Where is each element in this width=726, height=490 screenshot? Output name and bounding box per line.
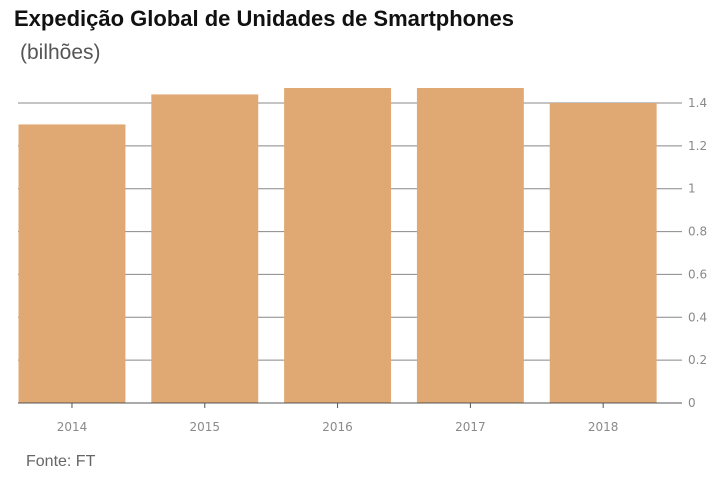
y-tick-label: 0 [688,396,696,410]
bar-2015 [151,94,259,403]
x-tick-label: 2014 [57,420,88,434]
bar-2014 [18,124,126,403]
x-tick-label: 2016 [322,420,353,434]
y-tick-label: 1 [688,182,696,196]
y-tick-label: 0.6 [688,267,707,281]
y-tick-label: 0.8 [688,225,707,239]
y-tick-label: 1.4 [688,96,707,110]
chart-title: Expedição Global de Unidades de Smartpho… [14,6,515,31]
bar-2016 [284,88,392,403]
x-tick-label: 2018 [588,420,619,434]
y-tick-label: 1.2 [688,139,707,153]
chart-subtitle: (bilhões) [20,41,101,64]
bar-2018 [549,103,657,403]
y-axis-ticks: 0 0.2 0.4 0.6 0.8 1 1.2 1.4 [688,96,707,410]
x-tick-label: 2015 [189,420,220,434]
bar-2017 [416,88,524,403]
chart-source: Fonte: FT [26,453,96,470]
x-tick-label: 2017 [455,420,486,434]
y-tick-label: 0.4 [688,310,707,324]
y-tick-label: 0.2 [688,353,707,367]
bars [18,88,657,403]
x-axis-ticks: 2014 2015 2016 2017 2018 [57,403,619,434]
